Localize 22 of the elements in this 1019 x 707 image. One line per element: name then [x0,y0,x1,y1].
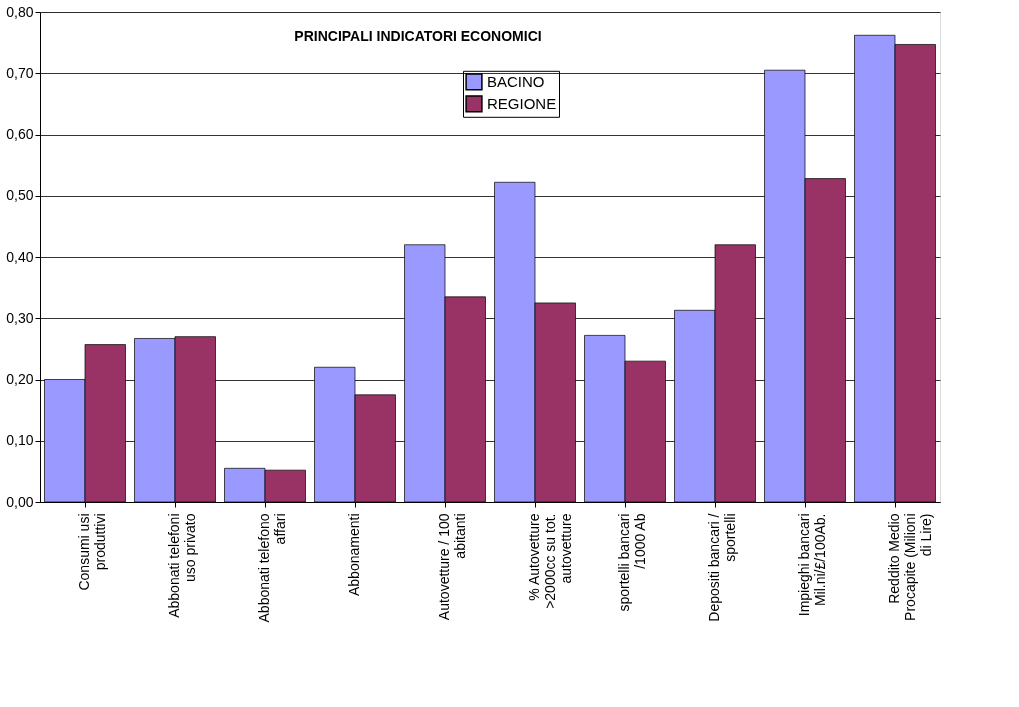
x-tick-label: Consumi usi produttivi [76,513,108,591]
y-tick-label: 0,70 [6,64,34,81]
x-tick-label: % Autovetture >2000cc su tot. autovetture [526,513,574,609]
y-tick-label: 0,10 [6,432,34,449]
y-tick-label: 0,30 [6,309,34,326]
x-tick-label: Impieghi bancari Mil.ni/£/100Ab. [796,513,828,617]
text: PRINCIPALI INDICATORI ECONOMICI [294,27,542,44]
y-tick-label: 0,50 [6,187,34,204]
y-tick-label: 0,80 [6,3,34,20]
x-tick-label: Depositi bancari / sportelli [706,513,738,622]
x-tick-label: Abbonati telefoni uso privato [166,513,198,618]
legend-label: BACINO [487,72,545,90]
x-tick-label: Autovetture / 100 abitanti [436,513,468,621]
y-tick-label: 0,40 [6,248,34,265]
y-tick-label: 0,20 [6,371,34,387]
x-tick-label: Abbonamenti [346,513,362,597]
legend-label: REGIONE [487,94,557,112]
x-tick-label: sportelli bancari /1000 Ab [616,513,648,612]
x-tick-label: Abbonati telefono affari [256,513,288,623]
y-tick-label: 0,60 [6,126,34,142]
y-tick-label: 0,00 [6,493,34,510]
x-tick-label: Reddito Medio Procapite (Milioni di Lire) [886,513,934,621]
